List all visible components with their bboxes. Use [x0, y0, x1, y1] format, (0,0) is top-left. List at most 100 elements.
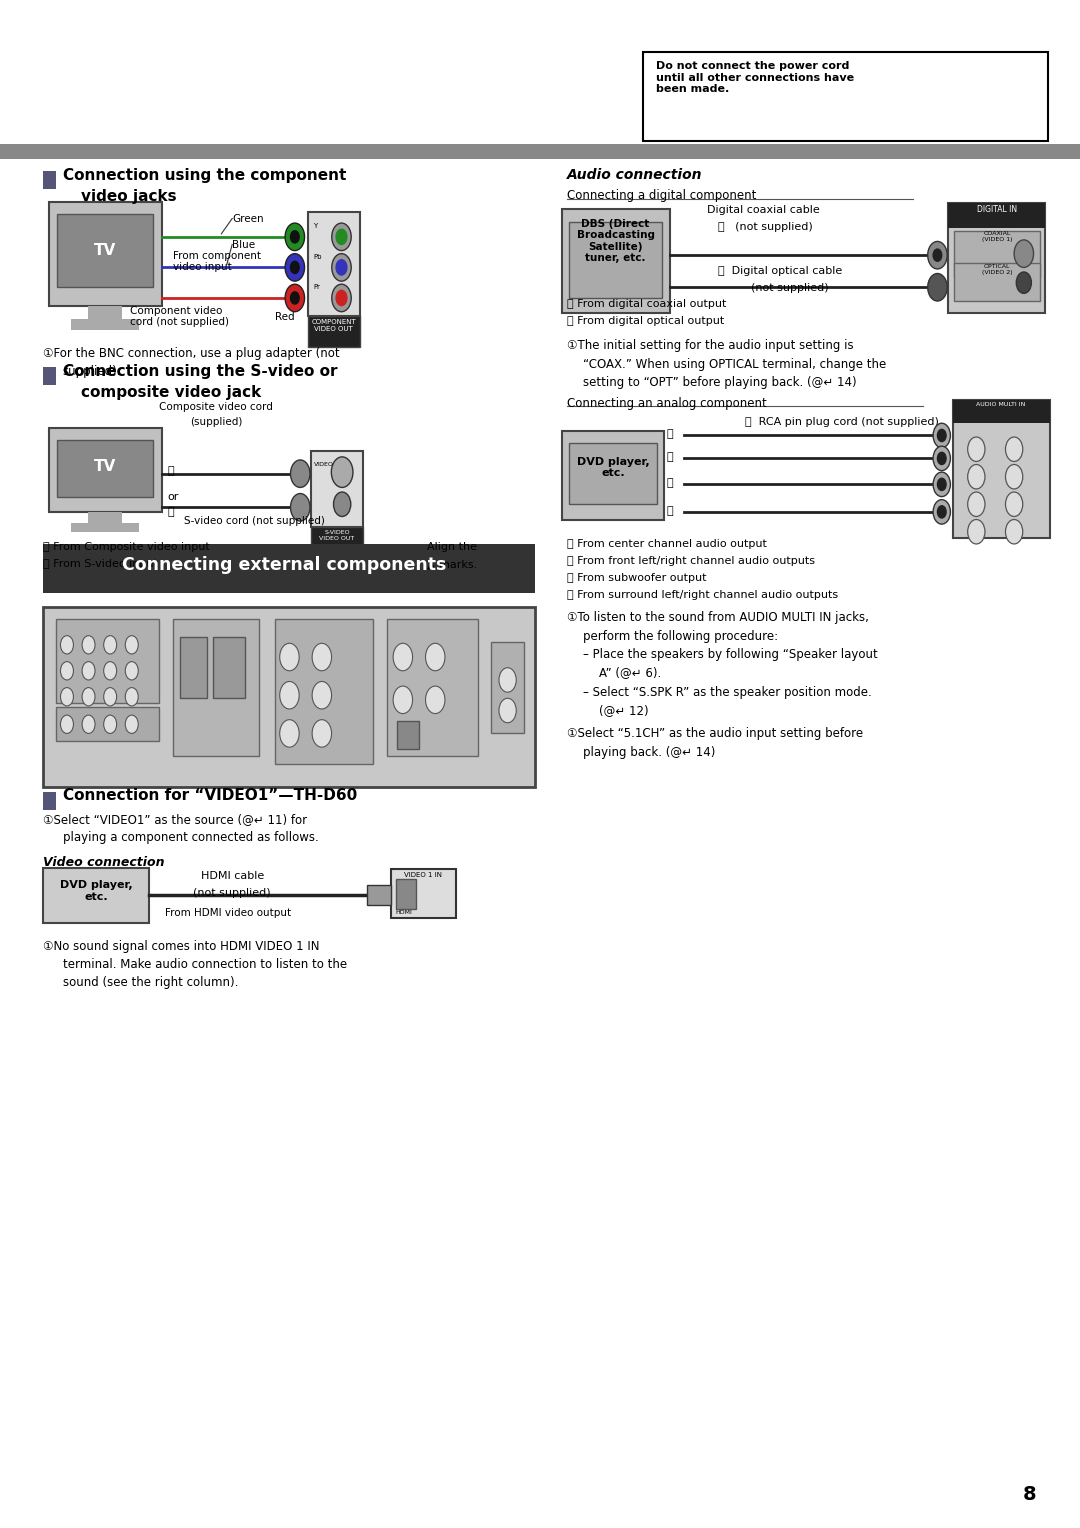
Text: Ⓑ: Ⓑ	[167, 507, 174, 518]
Circle shape	[1005, 492, 1023, 516]
Text: sound (see the right column).: sound (see the right column).	[63, 976, 238, 990]
Text: Do not connect the power cord
until all other connections have
been made.: Do not connect the power cord until all …	[656, 61, 853, 95]
Text: – Select “S.SPK R” as the speaker position mode.: – Select “S.SPK R” as the speaker positi…	[583, 686, 872, 700]
Bar	[43, 868, 149, 923]
Circle shape	[937, 506, 946, 518]
Text: Ⓐ: Ⓐ	[666, 429, 673, 440]
Circle shape	[280, 720, 299, 747]
Text: video jacks: video jacks	[81, 189, 177, 205]
Text: ▲ marks.: ▲ marks.	[427, 559, 477, 570]
Text: Ⓐ From center channel audio output: Ⓐ From center channel audio output	[567, 539, 767, 550]
Circle shape	[933, 249, 942, 261]
Text: Ⓐ From Composite video input: Ⓐ From Composite video input	[43, 542, 210, 553]
Circle shape	[312, 681, 332, 709]
Circle shape	[285, 284, 305, 312]
Text: Composite video cord: Composite video cord	[159, 402, 273, 413]
Circle shape	[82, 688, 95, 706]
Text: Pr: Pr	[313, 284, 320, 290]
Circle shape	[125, 688, 138, 706]
Circle shape	[968, 465, 985, 489]
Circle shape	[285, 223, 305, 251]
Text: perform the following procedure:: perform the following procedure:	[583, 630, 779, 643]
Bar	[71, 523, 139, 532]
Bar	[49, 202, 162, 306]
Text: – Place the speakers by following “Speaker layout: – Place the speakers by following “Speak…	[583, 648, 878, 662]
Circle shape	[104, 688, 117, 706]
Text: Component video
cord (not supplied): Component video cord (not supplied)	[130, 306, 229, 327]
Text: ①To listen to the sound from AUDIO MULTI IN jacks,: ①To listen to the sound from AUDIO MULTI…	[567, 611, 869, 625]
Bar	[643, 52, 1048, 141]
Text: S-VIDEO
VIDEO OUT: S-VIDEO VIDEO OUT	[320, 530, 354, 541]
Text: Ⓑ From S-video input: Ⓑ From S-video input	[43, 559, 158, 570]
Bar	[491, 642, 524, 733]
Circle shape	[82, 715, 95, 733]
Circle shape	[937, 429, 946, 442]
Bar	[954, 231, 1040, 277]
Bar	[57, 214, 153, 287]
Circle shape	[125, 636, 138, 654]
Text: or: or	[167, 492, 179, 503]
Bar	[562, 209, 670, 313]
Text: TV: TV	[94, 243, 117, 258]
Text: DVD player,
etc.: DVD player, etc.	[577, 457, 649, 478]
Text: DBS (Direct
Broadcasting
Satellite)
tuner, etc.: DBS (Direct Broadcasting Satellite) tune…	[577, 219, 654, 263]
Circle shape	[928, 274, 947, 301]
Bar	[56, 619, 159, 703]
Circle shape	[82, 662, 95, 680]
Bar	[367, 885, 391, 905]
Circle shape	[426, 686, 445, 714]
Text: DIGITAL IN: DIGITAL IN	[976, 205, 1017, 214]
Text: Blue: Blue	[232, 240, 255, 251]
Bar	[396, 879, 416, 909]
Bar	[43, 544, 535, 593]
Bar	[43, 607, 535, 787]
Bar	[953, 400, 1050, 538]
Text: HDMI: HDMI	[395, 911, 413, 915]
Circle shape	[937, 452, 946, 465]
Bar	[397, 721, 419, 749]
Text: Connecting a digital component: Connecting a digital component	[567, 189, 756, 203]
Bar	[391, 869, 456, 918]
Text: Connecting external components: Connecting external components	[122, 556, 446, 575]
Text: Red: Red	[275, 312, 295, 322]
Circle shape	[336, 290, 347, 306]
Circle shape	[104, 636, 117, 654]
Bar	[43, 367, 56, 385]
Circle shape	[933, 423, 950, 448]
Circle shape	[60, 688, 73, 706]
Text: TV: TV	[94, 460, 117, 474]
Text: From component
video input: From component video input	[173, 251, 260, 272]
Circle shape	[334, 492, 351, 516]
Circle shape	[60, 715, 73, 733]
Circle shape	[312, 643, 332, 671]
Bar	[308, 316, 360, 347]
Text: terminal. Make audio connection to listen to the: terminal. Make audio connection to liste…	[63, 958, 347, 972]
Bar	[49, 428, 162, 512]
Circle shape	[280, 681, 299, 709]
Circle shape	[125, 715, 138, 733]
Circle shape	[82, 636, 95, 654]
Circle shape	[104, 662, 117, 680]
Text: Ⓐ: Ⓐ	[167, 466, 174, 477]
Circle shape	[1014, 240, 1034, 267]
Text: A” (@↵ 6).: A” (@↵ 6).	[599, 666, 662, 680]
Circle shape	[291, 231, 299, 243]
Text: OPTICAL
(VIDEO 2): OPTICAL (VIDEO 2)	[982, 264, 1012, 275]
Bar	[311, 451, 363, 527]
Bar	[387, 619, 478, 756]
Text: Connection using the component: Connection using the component	[63, 168, 346, 183]
Text: Ⓐ  RCA pin plug cord (not supplied): Ⓐ RCA pin plug cord (not supplied)	[745, 417, 940, 428]
Bar	[43, 171, 56, 189]
Bar	[0, 144, 1080, 159]
Text: Ⓐ From digital coaxial output: Ⓐ From digital coaxial output	[567, 299, 727, 310]
Text: Ⓒ: Ⓒ	[666, 478, 673, 489]
Text: ①No sound signal comes into HDMI VIDEO 1 IN: ①No sound signal comes into HDMI VIDEO 1…	[43, 940, 320, 953]
Circle shape	[332, 457, 353, 487]
Circle shape	[393, 643, 413, 671]
Text: (@↵ 12): (@↵ 12)	[599, 704, 649, 718]
Circle shape	[499, 698, 516, 723]
Text: Ⓑ: Ⓑ	[666, 452, 673, 463]
Circle shape	[933, 500, 950, 524]
Circle shape	[499, 668, 516, 692]
Circle shape	[291, 292, 299, 304]
